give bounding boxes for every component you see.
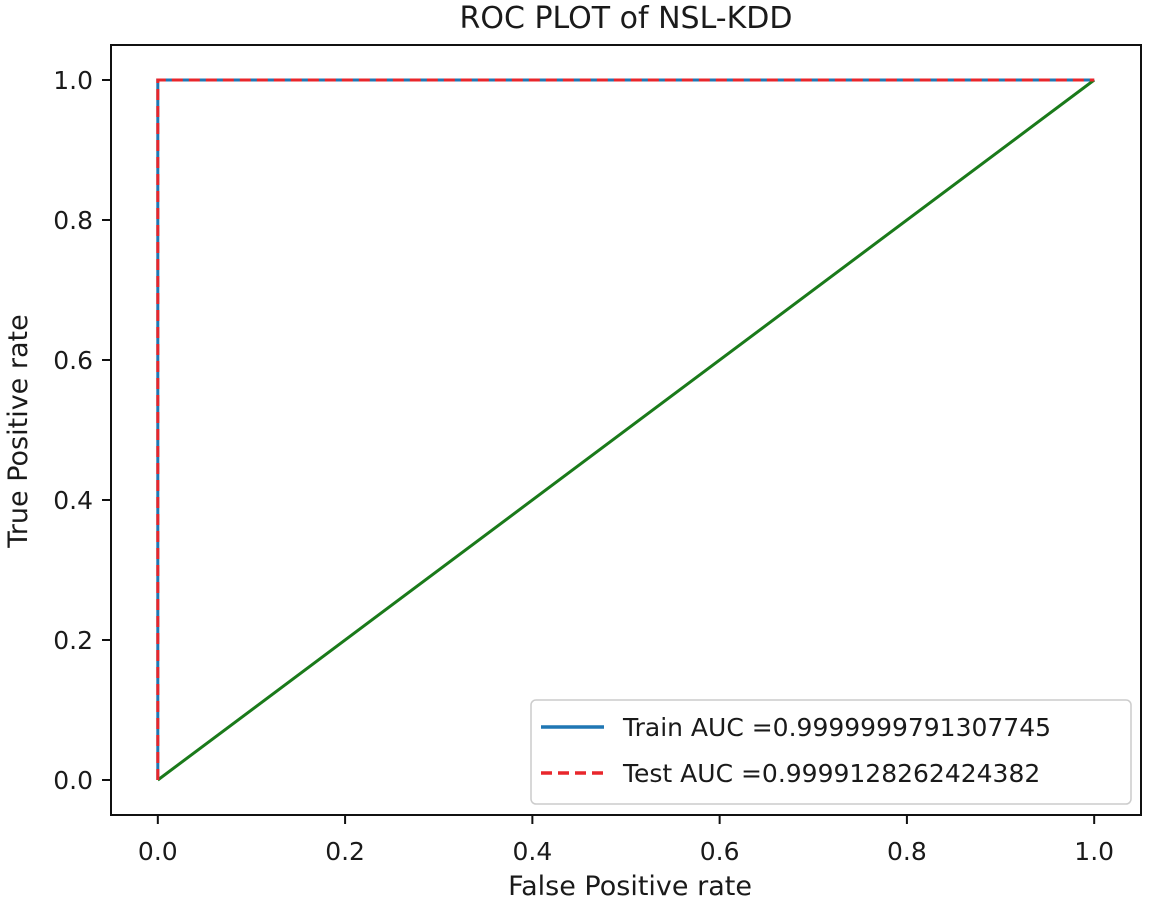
y-tick-label: 1.0 xyxy=(53,66,93,95)
y-tick-label: 0.0 xyxy=(53,766,93,795)
x-tick-label: 0.6 xyxy=(700,837,740,866)
plot-frame xyxy=(110,44,1142,816)
x-tick-label: 0.4 xyxy=(512,837,552,866)
y-tick-label: 0.4 xyxy=(53,486,93,515)
x-tick-label: 0.8 xyxy=(887,837,927,866)
y-axis-ticks: 0.0 0.2 0.4 0.6 0.8 1.0 xyxy=(53,66,111,795)
legend-label: Train AUC =0.9999999791307745 xyxy=(622,713,1051,742)
x-tick-label: 0.0 xyxy=(138,837,178,866)
y-tick-label: 0.6 xyxy=(53,346,93,375)
series-line-2 xyxy=(156,78,1095,780)
x-tick-label: 1.0 xyxy=(1074,837,1114,866)
x-axis-ticks: 0.0 0.2 0.4 0.6 0.8 1.0 xyxy=(138,815,1114,866)
series-line-3 xyxy=(156,78,1096,782)
legend-label: Test AUC =0.9999128262424382 xyxy=(622,759,1040,788)
chart-title: ROC PLOT of NSL-KDD xyxy=(460,1,793,36)
legend-box xyxy=(530,699,1132,805)
y-tick-label: 0.2 xyxy=(53,626,93,655)
x-axis-label: False Positive rate xyxy=(508,871,752,902)
x-tick-label: 0.2 xyxy=(325,837,365,866)
legend: Train AUC =0.9999999791307745 Test AUC =0… xyxy=(530,699,1132,805)
series-lines xyxy=(156,78,1096,782)
y-tick-label: 0.8 xyxy=(53,206,93,235)
y-axis-label: True Positive rate xyxy=(3,314,34,548)
